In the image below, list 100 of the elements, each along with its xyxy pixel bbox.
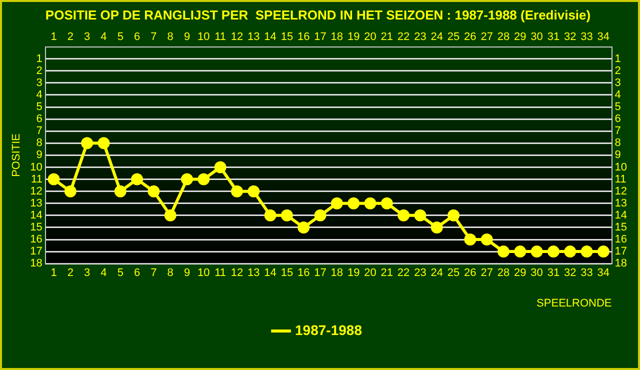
y-tick-label: 2 (36, 64, 42, 77)
x-tick-label: 18 (330, 31, 344, 44)
x-tick-label: 24 (430, 31, 443, 44)
x2-tick-label: 33 (580, 267, 593, 280)
y2-tick-label: 18 (614, 258, 628, 270)
point (148, 185, 160, 198)
y-tick-label: 8 (36, 137, 42, 150)
point (597, 246, 610, 258)
x-tick-label: 11 (214, 31, 226, 44)
point (48, 173, 60, 186)
x-tick-label: 3 (84, 31, 90, 44)
x-axis-title: SPEELRONDE (536, 297, 612, 310)
y2-tick-label: 11 (614, 173, 626, 186)
y-tick-label: 6 (36, 113, 42, 126)
x2-tick-label: 11 (214, 267, 226, 280)
point (564, 246, 576, 258)
x-tick-label: 29 (514, 31, 526, 44)
x2-tick-label: 2 (67, 267, 74, 280)
y2-tick-label: 16 (614, 234, 628, 246)
point (214, 161, 226, 174)
x2-tick-label: 19 (347, 267, 360, 280)
point (348, 197, 360, 210)
y-tick-label: 11 (31, 173, 42, 186)
point (398, 209, 410, 222)
y2-tick-label: 17 (614, 246, 628, 258)
x-tick-label: 33 (580, 31, 593, 44)
x-tick-label: 9 (184, 31, 190, 44)
point (131, 173, 144, 186)
point (181, 173, 194, 186)
y-tick-label: 9 (36, 149, 42, 162)
y-tick-label: 1 (36, 52, 42, 65)
point (414, 209, 426, 222)
y2-tick-label: 9 (614, 149, 621, 162)
point (314, 209, 326, 222)
y-axis-title: POSITIE (10, 133, 23, 177)
y-tick-label: 5 (36, 101, 42, 114)
y2-tick-label: 10 (614, 161, 628, 174)
x-tick-label: 13 (248, 31, 260, 44)
x-tick-label: 20 (364, 31, 376, 44)
x2-tick-label: 25 (447, 267, 460, 280)
y-tick-label: 18 (30, 258, 42, 270)
x-tick-label: 17 (314, 31, 326, 44)
point (114, 185, 126, 198)
x2-tick-label: 27 (480, 267, 493, 280)
x2-tick-label: 30 (530, 267, 543, 280)
x-tick-label: 26 (464, 31, 476, 44)
x2-tick-label: 18 (330, 267, 344, 280)
x2-tick-label: 12 (230, 267, 244, 280)
y-tick-label: 10 (30, 161, 42, 174)
point (480, 234, 493, 246)
chart-title: POSITIE OP DE RANGLIJST PER SPEELROND IN HET SEIZOEN : 1987-1988 (Eredivisie) (45, 7, 591, 22)
point (430, 221, 443, 234)
x2-tick-label: 9 (184, 267, 190, 280)
y2-tick-label: 7 (614, 125, 621, 138)
x2-tick-label: 20 (364, 267, 376, 280)
x-tick-label: 27 (480, 31, 493, 44)
point (81, 137, 94, 150)
y2-tick-label: 5 (614, 101, 621, 114)
y2-tick-label: 14 (614, 209, 628, 222)
y-tick-label: 14 (30, 209, 42, 222)
x2-tick-label: 4 (100, 267, 107, 280)
y-tick-label: 15 (30, 222, 42, 234)
x-tick-label: 5 (117, 31, 124, 44)
x2-tick-label: 23 (414, 267, 426, 280)
y2-tick-label: 13 (614, 197, 628, 210)
x-tick-label: 15 (280, 31, 294, 44)
y2-tick-label: 2 (614, 64, 621, 77)
point (164, 209, 176, 222)
x2-tick-label: 6 (134, 267, 140, 280)
y2-tick-label: 4 (614, 89, 621, 102)
point (64, 185, 76, 198)
x2-tick-label: 17 (314, 267, 326, 280)
x-tick-label: 4 (100, 31, 107, 44)
x2-tick-label: 3 (84, 267, 90, 280)
y2-tick-label: 15 (614, 222, 628, 234)
point (530, 246, 543, 258)
y-tick-label: 16 (30, 234, 42, 246)
y-tick-label: 12 (30, 185, 42, 198)
x2-tick-label: 22 (397, 267, 410, 280)
point (248, 185, 260, 198)
point (514, 246, 526, 258)
x-tick-label: 2 (67, 31, 74, 44)
x-tick-label: 23 (414, 31, 426, 44)
x-tick-label: 32 (564, 31, 576, 44)
x-tick-label: 34 (597, 31, 610, 44)
x2-tick-label: 21 (380, 267, 394, 280)
x-tick-label: 28 (497, 31, 510, 44)
x-tick-label: 7 (150, 31, 157, 44)
y2-tick-label: 12 (614, 185, 628, 198)
x-tick-label: 16 (297, 31, 310, 44)
x-tick-label: 14 (264, 31, 276, 44)
point (264, 209, 276, 222)
x2-tick-label: 26 (464, 267, 476, 280)
x-tick-label: 21 (380, 31, 394, 44)
point (298, 221, 310, 234)
point (380, 197, 393, 210)
point (98, 137, 110, 150)
x2-tick-label: 15 (280, 267, 294, 280)
x-tick-label: 1 (50, 31, 57, 44)
point (230, 185, 243, 198)
